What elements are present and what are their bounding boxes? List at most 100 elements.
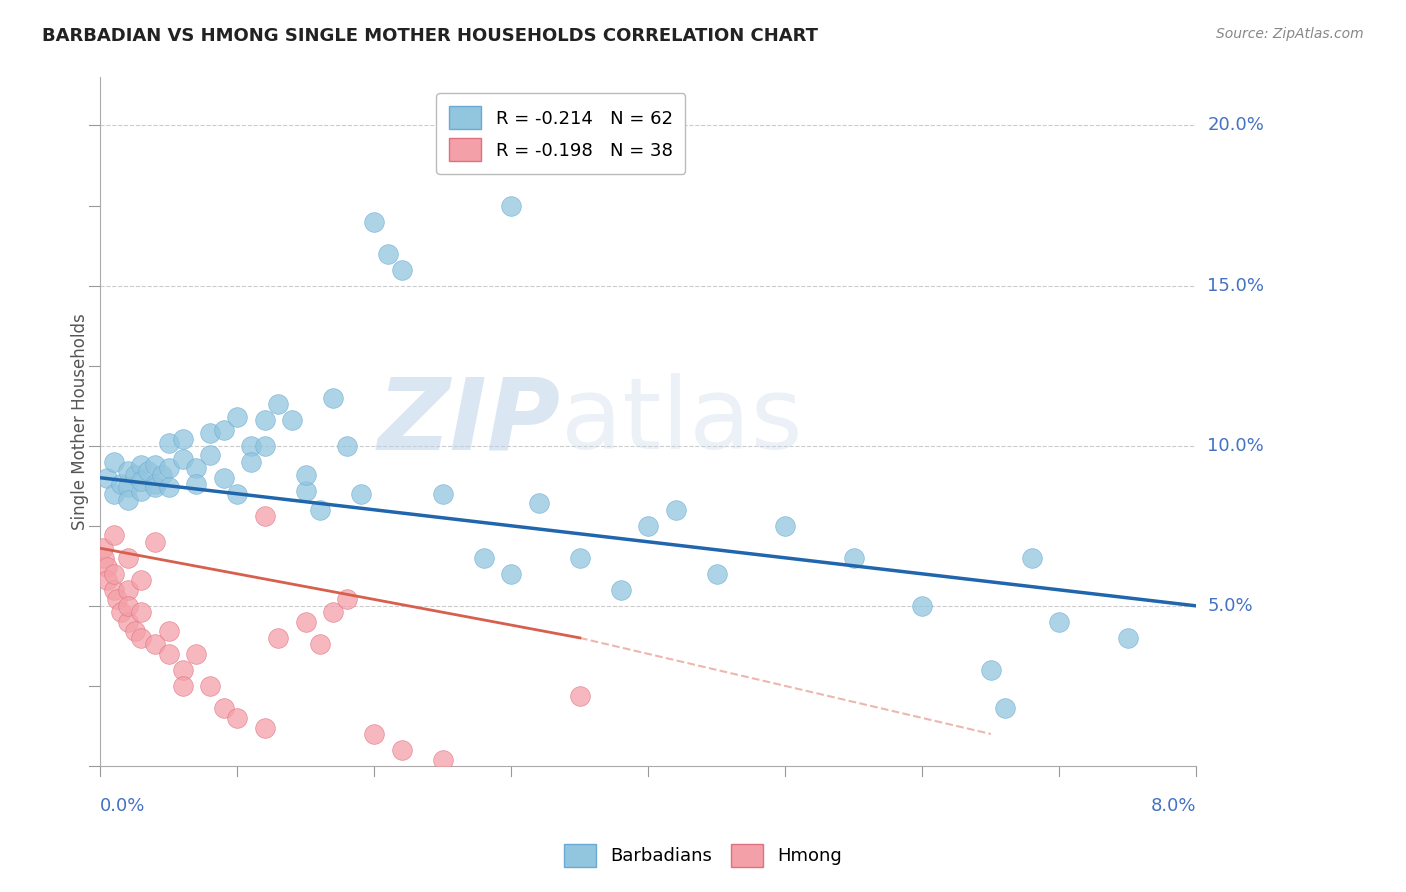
Point bbox=[1047, 615, 1070, 629]
Point bbox=[610, 582, 633, 597]
Point bbox=[336, 592, 359, 607]
Point bbox=[186, 647, 208, 661]
Point bbox=[103, 528, 125, 542]
Point bbox=[281, 413, 304, 427]
Point bbox=[96, 560, 118, 574]
Point bbox=[131, 474, 153, 488]
Point bbox=[226, 711, 249, 725]
Y-axis label: Single Mother Households: Single Mother Households bbox=[72, 313, 89, 530]
Point bbox=[363, 727, 385, 741]
Point bbox=[212, 471, 235, 485]
Point bbox=[157, 647, 180, 661]
Text: 15.0%: 15.0% bbox=[1208, 277, 1264, 294]
Point bbox=[267, 631, 290, 645]
Point bbox=[136, 464, 159, 478]
Point bbox=[706, 566, 728, 581]
Point bbox=[637, 518, 659, 533]
Point bbox=[117, 493, 139, 508]
Point bbox=[198, 425, 221, 440]
Point bbox=[186, 477, 208, 491]
Point bbox=[253, 413, 276, 427]
Text: ZIP: ZIP bbox=[378, 373, 561, 470]
Point bbox=[322, 391, 344, 405]
Point bbox=[143, 534, 166, 549]
Point bbox=[143, 637, 166, 651]
Point bbox=[157, 435, 180, 450]
Point bbox=[103, 582, 125, 597]
Point bbox=[527, 496, 550, 510]
Point bbox=[295, 467, 318, 482]
Point bbox=[501, 566, 523, 581]
Point bbox=[308, 637, 330, 651]
Text: atlas: atlas bbox=[561, 373, 803, 470]
Text: 20.0%: 20.0% bbox=[1208, 117, 1264, 135]
Point bbox=[568, 550, 591, 565]
Point bbox=[110, 605, 132, 619]
Point bbox=[336, 439, 359, 453]
Point bbox=[103, 455, 125, 469]
Point bbox=[131, 483, 153, 498]
Point bbox=[775, 518, 797, 533]
Point bbox=[212, 423, 235, 437]
Point bbox=[172, 679, 194, 693]
Point bbox=[568, 689, 591, 703]
Point bbox=[267, 397, 290, 411]
Point bbox=[131, 605, 153, 619]
Point bbox=[295, 483, 318, 498]
Point bbox=[143, 477, 166, 491]
Point bbox=[665, 503, 688, 517]
Point bbox=[96, 574, 118, 588]
Point bbox=[432, 753, 454, 767]
Point bbox=[226, 487, 249, 501]
Point bbox=[842, 550, 865, 565]
Point bbox=[91, 541, 114, 556]
Text: Source: ZipAtlas.com: Source: ZipAtlas.com bbox=[1216, 27, 1364, 41]
Point bbox=[124, 467, 146, 482]
Text: 5.0%: 5.0% bbox=[1208, 597, 1253, 615]
Point bbox=[253, 721, 276, 735]
Point bbox=[105, 592, 128, 607]
Text: 0.0%: 0.0% bbox=[100, 797, 146, 814]
Point bbox=[172, 663, 194, 677]
Point bbox=[472, 550, 495, 565]
Point bbox=[131, 574, 153, 588]
Point bbox=[198, 448, 221, 462]
Point bbox=[377, 246, 399, 260]
Point bbox=[131, 458, 153, 472]
Point bbox=[117, 582, 139, 597]
Point bbox=[117, 599, 139, 613]
Point bbox=[391, 262, 413, 277]
Point bbox=[322, 605, 344, 619]
Point bbox=[911, 599, 934, 613]
Point bbox=[150, 467, 173, 482]
Point bbox=[501, 198, 523, 212]
Point bbox=[295, 615, 318, 629]
Point bbox=[143, 480, 166, 494]
Point bbox=[93, 550, 115, 565]
Point bbox=[157, 480, 180, 494]
Point bbox=[253, 509, 276, 524]
Point bbox=[157, 624, 180, 639]
Point bbox=[117, 464, 139, 478]
Legend: R = -0.214   N = 62, R = -0.198   N = 38: R = -0.214 N = 62, R = -0.198 N = 38 bbox=[436, 94, 685, 174]
Point bbox=[110, 477, 132, 491]
Point bbox=[172, 433, 194, 447]
Point bbox=[240, 455, 263, 469]
Point bbox=[103, 566, 125, 581]
Point bbox=[172, 451, 194, 466]
Text: 8.0%: 8.0% bbox=[1152, 797, 1197, 814]
Text: 10.0%: 10.0% bbox=[1208, 437, 1264, 455]
Point bbox=[993, 701, 1015, 715]
Point bbox=[117, 615, 139, 629]
Point bbox=[117, 550, 139, 565]
Point bbox=[308, 503, 330, 517]
Point bbox=[1116, 631, 1139, 645]
Point bbox=[124, 624, 146, 639]
Point bbox=[157, 461, 180, 475]
Point bbox=[980, 663, 1002, 677]
Point bbox=[186, 461, 208, 475]
Point bbox=[240, 439, 263, 453]
Point bbox=[1021, 550, 1043, 565]
Point bbox=[363, 214, 385, 228]
Point bbox=[143, 458, 166, 472]
